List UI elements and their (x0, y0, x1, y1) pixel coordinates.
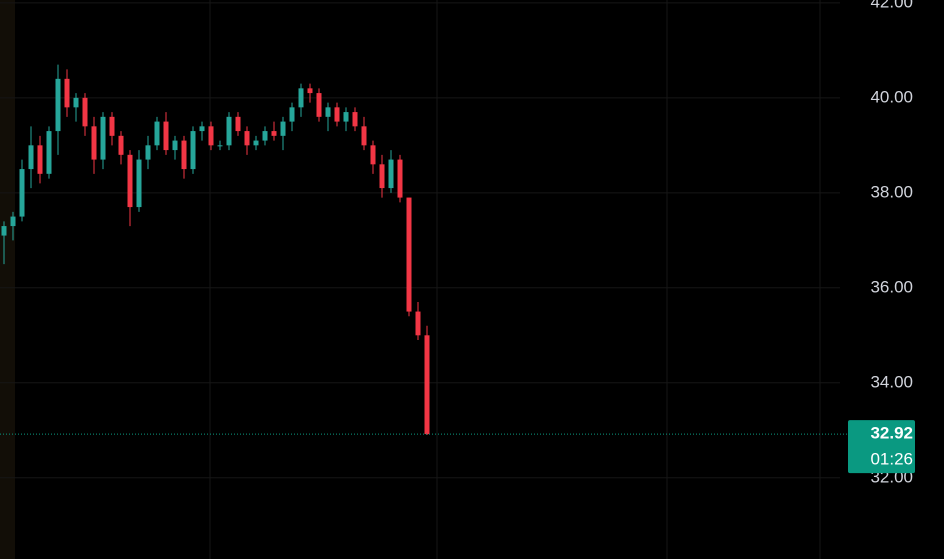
candle-body (19, 169, 25, 217)
candle-body (379, 164, 385, 189)
candle-body (28, 145, 34, 170)
candle-body (271, 131, 277, 136)
countdown-label: 01:26 (870, 450, 913, 469)
candle-body (118, 135, 124, 155)
candle-body (253, 140, 259, 146)
candle-body (100, 116, 106, 160)
candle-body (262, 131, 268, 141)
candle-body (361, 126, 367, 146)
candle-body (397, 159, 403, 198)
y-tick-label: 36.00 (870, 277, 913, 296)
candle-body (307, 88, 313, 94)
candle-body (415, 311, 421, 336)
candle-body (154, 121, 160, 146)
candle-body (370, 145, 376, 165)
candle-body (190, 131, 196, 170)
candle-body (73, 97, 79, 108)
candle-body (82, 97, 88, 127)
candle-body (388, 159, 394, 189)
y-tick-label: 42.00 (870, 0, 913, 11)
candle-body (1, 226, 7, 236)
candle-body (325, 107, 331, 117)
candle-body (145, 145, 151, 160)
candle-body (10, 216, 16, 227)
candle-body (172, 140, 178, 151)
candle-body (37, 145, 43, 174)
candle-body (199, 126, 205, 132)
candle-body (334, 107, 340, 122)
candle-body (208, 126, 214, 146)
candle-body (235, 116, 241, 132)
candle-body (181, 140, 187, 170)
candle-body (298, 88, 304, 108)
candle-body (136, 159, 142, 208)
last-price-label-bg (848, 420, 915, 474)
candle-body (109, 116, 115, 136)
candle-body (217, 145, 223, 147)
candle-body (289, 107, 295, 122)
y-tick-label: 40.00 (870, 87, 913, 106)
candle-body (163, 121, 169, 151)
last-price-label: 32.92 (870, 424, 913, 443)
candle-body (352, 112, 358, 127)
candle-body (406, 197, 412, 312)
candle-body (55, 78, 61, 132)
y-tick-label: 38.00 (870, 182, 913, 201)
candle-body (244, 131, 250, 146)
candle-body (343, 112, 349, 122)
candle-body (127, 154, 133, 208)
candle-body (280, 121, 286, 136)
candle-body (316, 93, 322, 117)
candle-body (91, 126, 97, 160)
candle-body (64, 78, 70, 108)
left-strip (0, 0, 15, 559)
candle-body (46, 131, 52, 174)
candle-body (226, 116, 232, 146)
y-tick-label: 34.00 (870, 372, 913, 391)
candle-body (424, 335, 430, 435)
